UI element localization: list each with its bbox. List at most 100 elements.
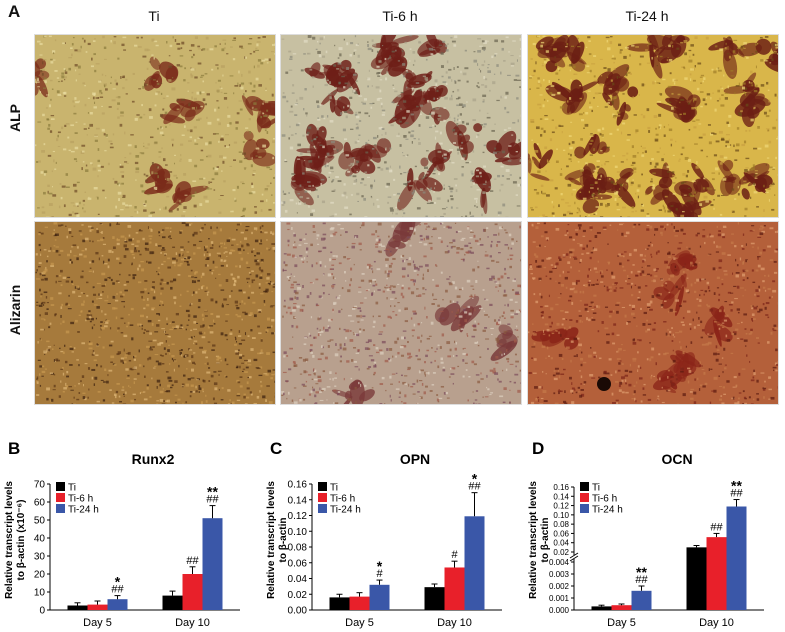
texture-speck: [268, 283, 271, 286]
texture-speck: [218, 284, 222, 287]
texture-speck: [532, 42, 536, 46]
stain-blob: [645, 186, 654, 195]
texture-speck: [103, 325, 108, 328]
texture-speck: [373, 373, 376, 376]
texture-speck: [535, 61, 537, 65]
texture-speck: [260, 352, 264, 354]
texture-speck: [97, 239, 100, 242]
texture-speck: [462, 375, 465, 378]
texture-speck: [43, 291, 48, 294]
texture-speck: [308, 185, 312, 187]
texture-speck: [509, 265, 512, 269]
texture-speck: [36, 77, 39, 79]
texture-speck: [308, 205, 310, 208]
texture-speck: [416, 379, 419, 383]
texture-speck: [57, 93, 62, 96]
texture-speck: [112, 133, 115, 136]
texture-speck: [540, 44, 544, 48]
texture-speck: [640, 209, 645, 212]
texture-speck: [378, 127, 383, 130]
texture-speck: [55, 246, 59, 248]
texture-speck: [84, 363, 88, 365]
texture-speck: [579, 191, 582, 193]
texture-speck: [412, 260, 415, 264]
texture-speck: [425, 264, 429, 267]
texture-speck: [450, 206, 453, 209]
texture-speck: [65, 302, 69, 306]
texture-speck: [724, 97, 728, 100]
texture-speck: [649, 300, 653, 304]
texture-speck: [192, 233, 195, 237]
texture-speck: [473, 234, 476, 238]
texture-speck: [86, 314, 90, 317]
texture-speck: [104, 321, 109, 324]
texture-speck: [375, 238, 379, 242]
texture-speck: [669, 72, 672, 75]
texture-speck: [609, 41, 613, 45]
texture-speck: [146, 67, 149, 70]
texture-speck: [187, 241, 190, 243]
texture-speck: [123, 244, 127, 248]
texture-speck: [46, 387, 50, 391]
texture-speck: [440, 222, 444, 224]
stain-blob: [294, 187, 314, 206]
texture-speck: [311, 76, 315, 79]
texture-speck: [141, 327, 143, 330]
texture-speck: [117, 116, 120, 119]
texture-speck: [257, 352, 261, 355]
texture-speck: [639, 377, 643, 380]
texture-speck: [304, 88, 307, 91]
texture-speck: [50, 247, 52, 250]
texture-speck: [127, 374, 130, 377]
texture-speck: [546, 194, 550, 197]
texture-speck: [377, 222, 382, 226]
texture-speck: [272, 283, 275, 285]
texture-speck: [93, 38, 97, 40]
texture-speck: [353, 333, 355, 336]
texture-speck: [478, 68, 481, 70]
texture-speck: [493, 367, 496, 371]
texture-speck: [411, 87, 414, 91]
texture-speck: [567, 210, 571, 213]
texture-speck: [62, 42, 65, 45]
texture-speck: [408, 131, 411, 134]
texture-speck: [759, 251, 762, 255]
texture-speck: [210, 241, 214, 244]
texture-speck: [143, 398, 148, 401]
texture-speck: [427, 169, 430, 171]
texture-speck: [354, 113, 358, 116]
stain-blob: [494, 157, 510, 163]
texture-speck: [401, 208, 404, 212]
texture-speck: [69, 261, 71, 264]
texture-speck: [197, 45, 201, 48]
texture-speck: [85, 51, 88, 53]
texture-speck: [173, 162, 176, 165]
texture-speck: [578, 210, 581, 213]
texture-speck: [81, 375, 85, 378]
texture-speck: [161, 229, 165, 231]
texture-speck: [556, 91, 560, 95]
texture-speck: [718, 259, 723, 263]
texture-speck: [138, 88, 142, 90]
texture-speck: [128, 274, 131, 277]
texture-speck: [211, 269, 215, 272]
texture-speck: [708, 289, 711, 292]
texture-speck: [246, 243, 249, 245]
texture-speck: [449, 116, 451, 119]
texture-speck: [91, 228, 94, 231]
texture-speck: [638, 291, 641, 294]
texture-speck: [435, 284, 439, 287]
texture-speck: [509, 389, 511, 391]
texture-speck: [494, 372, 499, 375]
texture-speck: [57, 145, 61, 147]
texture-speck: [549, 92, 553, 95]
texture-speck: [37, 121, 42, 123]
texture-speck: [343, 328, 346, 331]
texture-speck: [428, 225, 430, 227]
texture-speck: [592, 247, 594, 250]
texture-speck: [558, 282, 561, 284]
texture-speck: [204, 363, 206, 365]
texture-speck: [483, 165, 486, 168]
texture-speck: [171, 355, 175, 357]
texture-speck: [70, 250, 72, 253]
